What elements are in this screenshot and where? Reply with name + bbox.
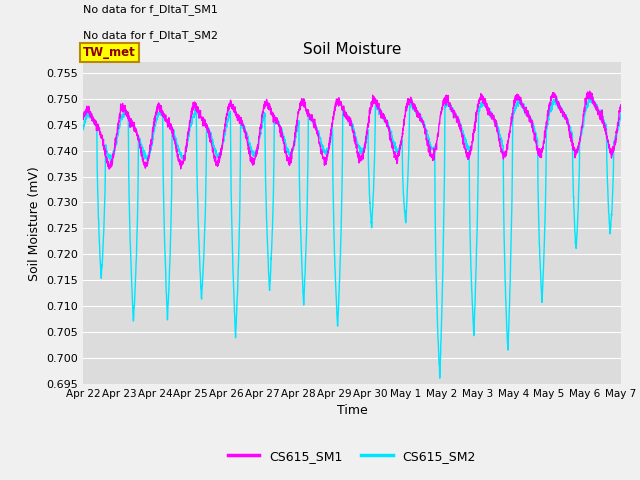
Y-axis label: Soil Moisture (mV): Soil Moisture (mV)	[28, 166, 41, 281]
Text: No data for f_DltaT_SM1: No data for f_DltaT_SM1	[83, 4, 218, 15]
Text: TW_met: TW_met	[83, 46, 136, 59]
Text: No data for f_DltaT_SM2: No data for f_DltaT_SM2	[83, 30, 218, 41]
Legend: CS615_SM1, CS615_SM2: CS615_SM1, CS615_SM2	[223, 445, 481, 468]
Title: Soil Moisture: Soil Moisture	[303, 42, 401, 57]
X-axis label: Time: Time	[337, 405, 367, 418]
